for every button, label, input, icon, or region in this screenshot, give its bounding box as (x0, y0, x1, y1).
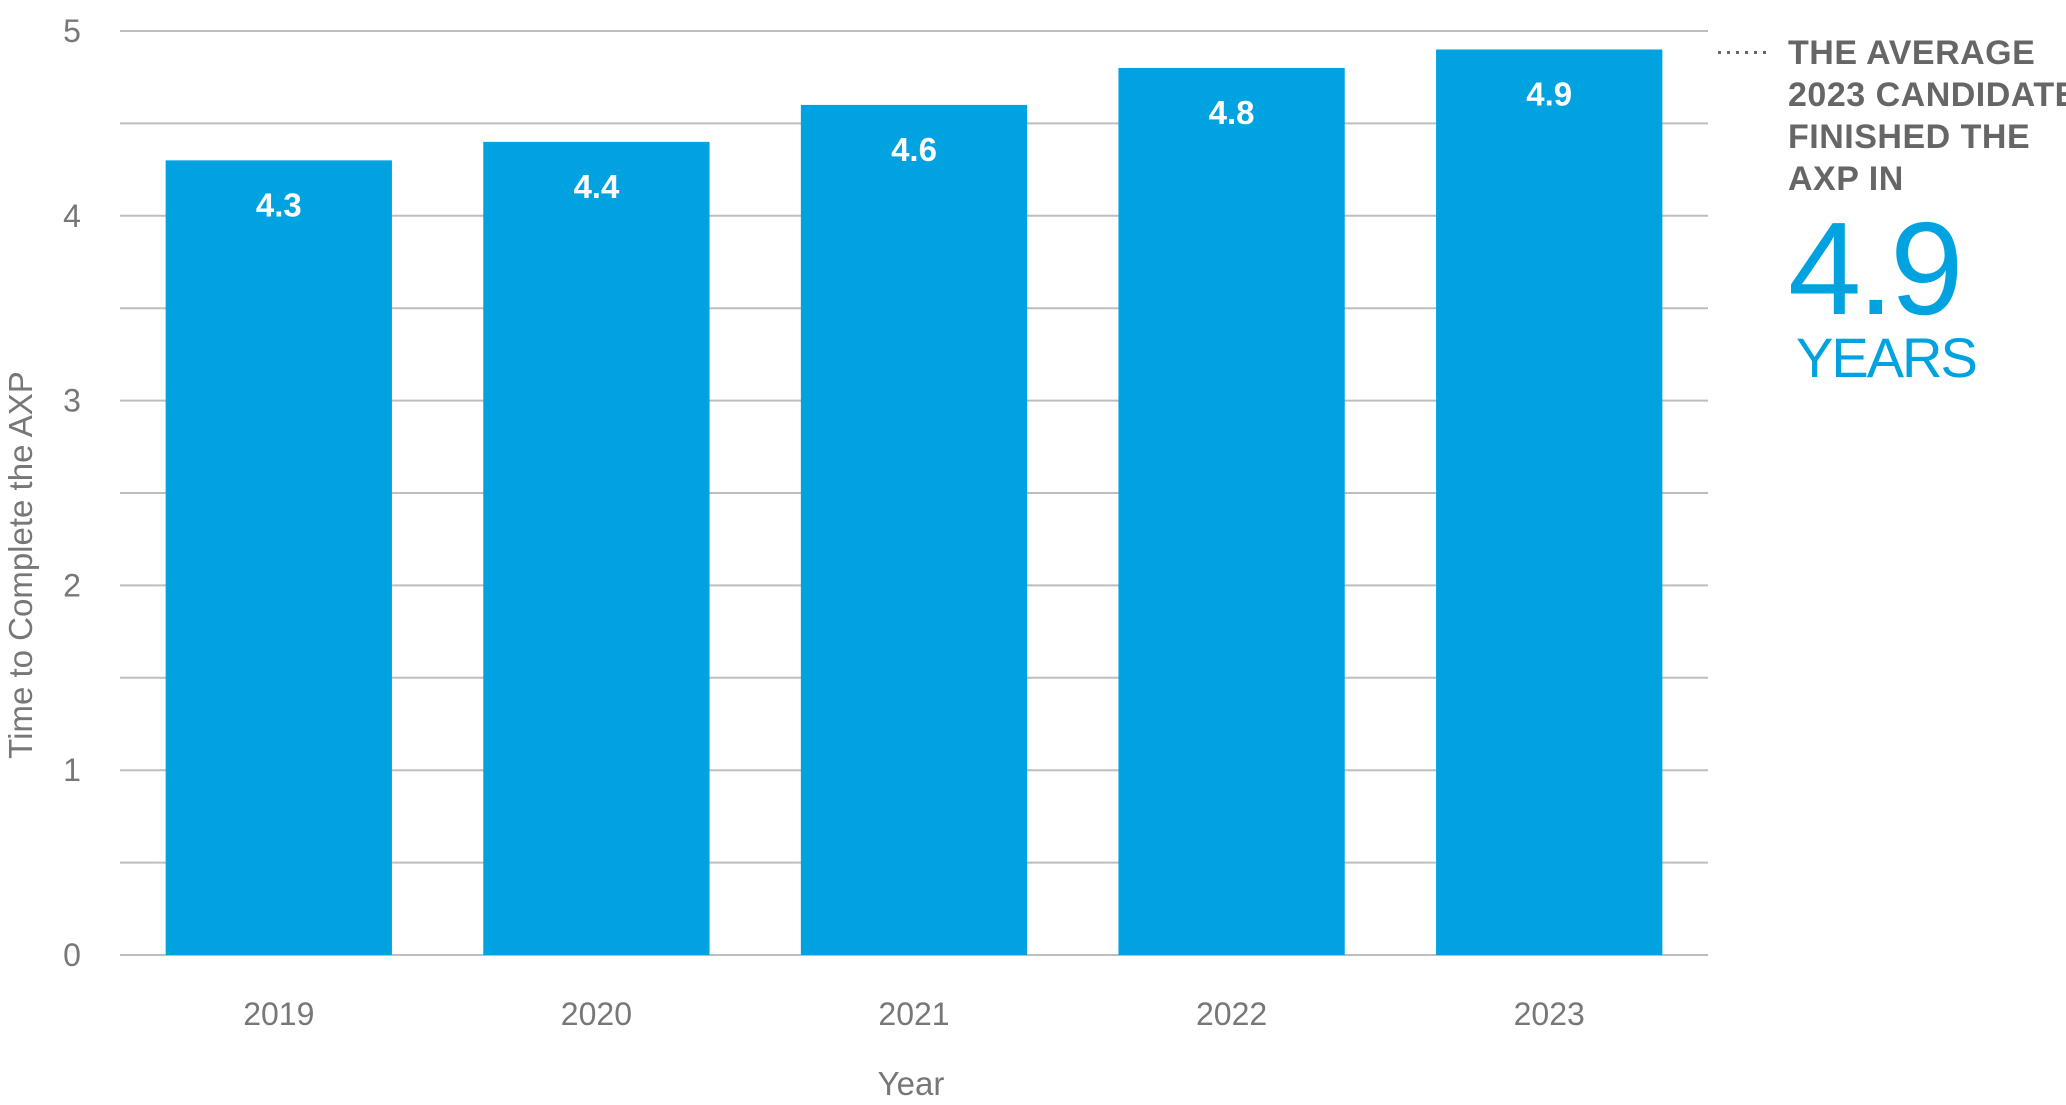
y-tick-label: 5 (63, 13, 81, 49)
x-tick-label: 2022 (1196, 996, 1267, 1032)
bar-value-label: 4.8 (1209, 94, 1255, 131)
bar-value-label: 4.6 (891, 131, 937, 168)
x-axis-title: Year (878, 1065, 945, 1102)
bar-2022 (1118, 67, 1345, 955)
bars (165, 49, 1663, 956)
callout-unit: YEARS (1796, 326, 1978, 389)
y-tick-label: 1 (63, 752, 81, 788)
bar-value-label: 4.3 (256, 186, 302, 223)
callout-text-line-3: FINISHED THE (1788, 118, 2031, 156)
callout-value: 4.9 (1788, 195, 1964, 342)
callout-text-line-1: THE AVERAGE (1788, 34, 2036, 72)
x-tick-label: 2023 (1514, 996, 1585, 1032)
bar-2020 (483, 141, 710, 955)
x-tick-label: 2021 (878, 996, 949, 1032)
bar-2023 (1436, 49, 1663, 956)
y-axis-ticks: 0 1 2 3 4 5 (63, 13, 81, 973)
bar-2021 (800, 104, 1028, 956)
bar-value-labels: 4.3 4.4 4.6 4.8 4.9 (256, 75, 1572, 223)
x-tick-label: 2020 (561, 996, 632, 1032)
y-tick-label: 3 (63, 383, 81, 419)
callout: THE AVERAGE 2023 CANDIDATE FINISHED THE … (1788, 32, 2066, 386)
bar-2019 (165, 160, 392, 956)
bar-value-label: 4.4 (573, 168, 620, 205)
x-tick-label: 2019 (243, 996, 314, 1032)
callout-text-line-2: 2023 CANDIDATE (1788, 76, 2066, 114)
y-tick-label: 2 (63, 567, 81, 603)
x-axis-ticks: 2019 2020 2021 2022 2023 (243, 996, 1585, 1032)
callout-text-line-4: AXP IN (1788, 160, 1904, 198)
y-axis-title: Time to Complete the AXP (2, 371, 39, 759)
bar-value-label: 4.9 (1526, 75, 1572, 112)
y-tick-label: 4 (63, 198, 81, 234)
y-tick-label: 0 (63, 937, 81, 973)
